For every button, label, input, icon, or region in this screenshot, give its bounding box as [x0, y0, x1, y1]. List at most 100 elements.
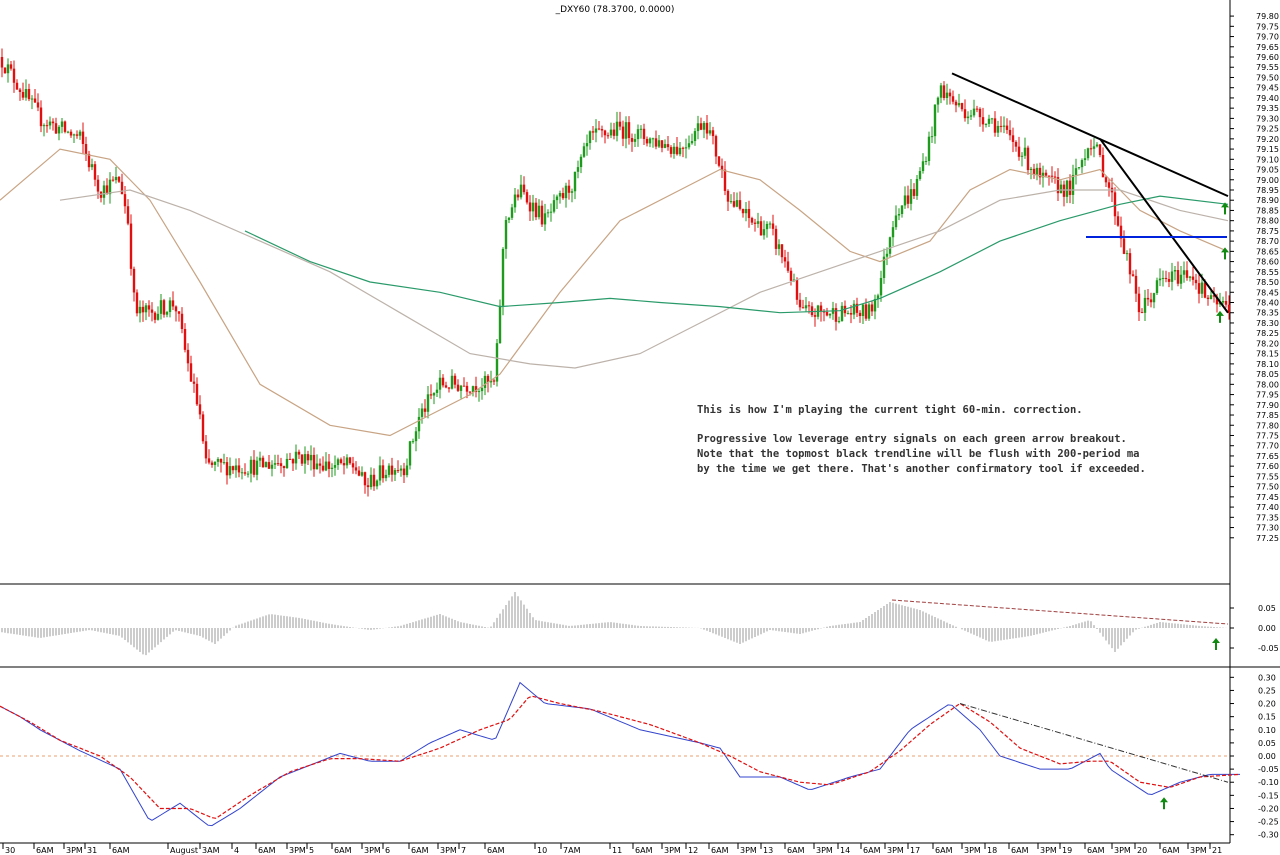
candle-body: [1071, 174, 1075, 195]
candle-body: [12, 68, 16, 83]
candle-body: [138, 306, 142, 314]
candle-body: [159, 300, 163, 314]
candle-body: [1077, 167, 1081, 169]
annotation-block: This is how I'm playing the current tigh…: [697, 404, 1146, 475]
candle-body: [162, 300, 166, 315]
candle-body: [606, 135, 610, 137]
candle-body: [933, 104, 937, 137]
candle-body: [69, 131, 73, 136]
price-tick-label: 78.85: [1256, 206, 1279, 215]
candle-body: [1065, 180, 1069, 197]
candle-body: [36, 102, 40, 108]
candle-body: [981, 117, 985, 125]
green-arrow-icon: [1212, 638, 1220, 650]
candle-body: [1212, 295, 1216, 297]
moving-average-line: [0, 148, 1229, 437]
candle-body: [915, 178, 919, 196]
candle-body: [825, 312, 829, 316]
time-tick-label: 5: [309, 846, 314, 855]
candle-body: [354, 467, 358, 471]
black-trendline: [951, 72, 1229, 198]
candle-body: [723, 169, 727, 191]
candle-body: [1221, 301, 1225, 303]
oscillator-tick-label: 0.25: [1258, 686, 1276, 695]
breakout-arrows: [1216, 202, 1229, 323]
candle-body: [906, 195, 910, 204]
candle-body: [657, 140, 661, 147]
candle-body: [591, 131, 595, 133]
time-tick-label: 7: [461, 846, 466, 855]
time-tick-label: 6AM: [334, 846, 352, 855]
time-tick-label: August: [170, 846, 198, 855]
price-tick-label: 78.90: [1256, 196, 1279, 205]
time-tick-label: 3AM: [202, 846, 220, 855]
candle-body: [753, 222, 757, 224]
candle-body: [216, 458, 220, 462]
time-tick-label: 3PM: [740, 846, 757, 855]
candle-body: [360, 472, 364, 476]
candle-body: [249, 459, 253, 474]
candle-body: [534, 202, 538, 218]
candle-body: [888, 237, 892, 254]
candle-body: [900, 205, 904, 215]
moving-average-line: [59, 189, 1229, 369]
candle-body: [531, 202, 535, 212]
candle-body: [684, 147, 688, 149]
candle-body: [1029, 168, 1033, 171]
candle-body: [1074, 168, 1078, 175]
candle-body: [3, 67, 7, 74]
candle-body: [438, 377, 442, 390]
price-tick-label: 77.75: [1256, 431, 1279, 440]
candle-body: [201, 414, 205, 442]
price-tick-label: 78.95: [1256, 186, 1279, 195]
candle-body: [423, 408, 427, 412]
candle-body: [390, 465, 394, 475]
trendlines: [951, 72, 1229, 314]
time-tick-label: 3PM: [964, 846, 981, 855]
candle-body: [102, 185, 106, 198]
candle-body: [456, 384, 460, 391]
candle-body: [408, 441, 412, 466]
candle-body: [480, 387, 484, 392]
candle-body: [1020, 155, 1024, 157]
candle-body: [213, 461, 217, 465]
candle-body: [1140, 312, 1144, 314]
candle-body: [1017, 146, 1021, 157]
histogram-panel: 0.05 0.00 -0.05: [1, 592, 1279, 656]
candle-body: [1149, 299, 1153, 303]
candle-body: [1044, 172, 1048, 176]
price-tick-label: 78.60: [1256, 258, 1279, 267]
candle-body: [897, 214, 901, 216]
candle-body: [393, 470, 397, 475]
price-tick-label: 79.00: [1256, 176, 1279, 185]
candle-body: [1137, 293, 1141, 313]
annotation-line-3: Note that the topmost black trendline wi…: [697, 448, 1140, 460]
candle-body: [1158, 278, 1162, 281]
candle-body: [1206, 297, 1210, 300]
candle-body: [270, 464, 274, 469]
candle-body: [426, 394, 430, 412]
moving-average-line: [244, 195, 1229, 314]
candle-body: [267, 462, 271, 469]
candle-body: [90, 164, 94, 168]
candle-body: [366, 485, 370, 488]
candle-body: [1119, 225, 1123, 239]
candle-body: [822, 311, 826, 313]
candle-body: [279, 463, 283, 467]
candle-body: [798, 299, 802, 308]
candle-body: [195, 383, 199, 405]
candle-body: [735, 200, 739, 207]
candle-body: [519, 184, 523, 198]
candle-body: [780, 244, 784, 258]
candle-body: [342, 463, 346, 466]
candle-body: [231, 466, 235, 471]
price-tick-label: 78.35: [1256, 309, 1279, 318]
time-tick-label: 19: [1062, 846, 1072, 855]
green-arrow-icon: [1221, 247, 1229, 260]
candle-body: [747, 208, 751, 219]
time-tick-label: 3PM: [887, 846, 904, 855]
candle-body: [309, 454, 313, 461]
candle-body: [156, 313, 160, 320]
time-tick-label: 20: [1137, 846, 1147, 855]
oscillator-tick-label: 0.10: [1258, 726, 1276, 735]
